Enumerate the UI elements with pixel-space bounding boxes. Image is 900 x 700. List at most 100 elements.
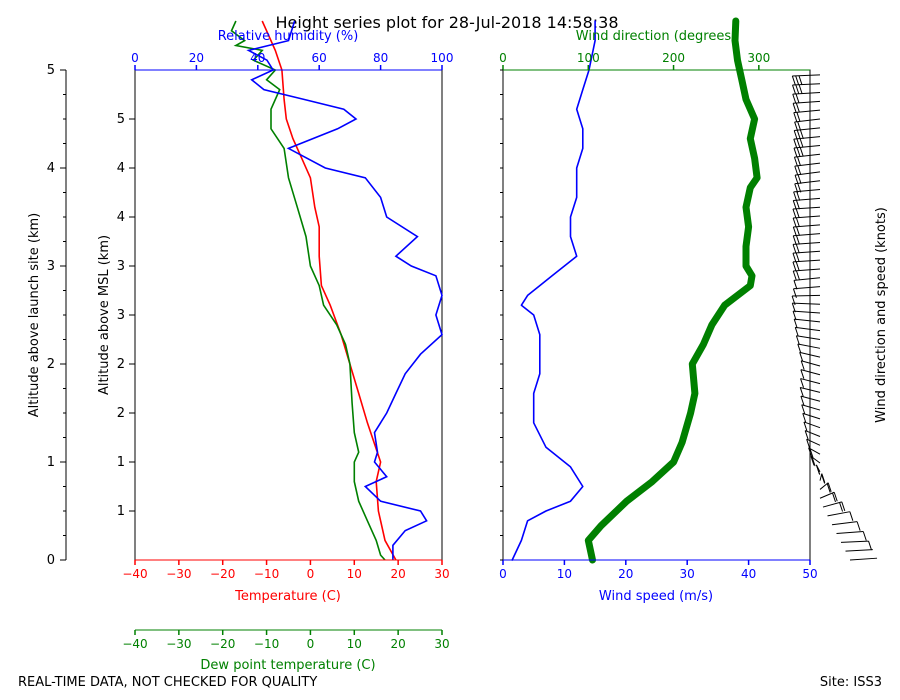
wind-barb-feather	[791, 295, 796, 306]
wind-barb	[793, 127, 821, 140]
wind-barb	[792, 250, 821, 263]
quality-note: REAL-TIME DATA, NOT CHECKED FOR QUALITY	[18, 675, 317, 690]
wind-barb-feather	[793, 318, 798, 329]
temperature-line	[261, 20, 397, 561]
wind-barb-feather	[792, 103, 797, 113]
wind-barb-shaft	[792, 74, 821, 77]
wind-barb-feather	[797, 174, 802, 184]
wind-barb-shaft	[800, 386, 821, 393]
dewpoint-tick-label: 30	[434, 637, 449, 651]
wind-barb-shaft	[793, 268, 821, 272]
wind-barb	[794, 180, 821, 193]
wind-barb-feather	[816, 465, 821, 475]
chart-title: Height series plot for 28-Jul-2018 14:58…	[275, 13, 618, 32]
wind-barb	[792, 241, 821, 254]
wind-barb-shaft	[794, 118, 821, 123]
wind-barb	[792, 100, 821, 113]
wind-barb-feather	[804, 430, 809, 440]
wind-speed-line	[511, 20, 596, 561]
wind-barb	[799, 351, 821, 362]
wind-barb-feather	[794, 174, 799, 185]
wind-barb-shaft	[794, 162, 821, 167]
temperature-axis-label: Temperature (C)	[234, 589, 341, 604]
wind-barb-feather	[795, 200, 800, 210]
dewpoint-tick-label: 0	[307, 637, 315, 651]
wind-barb	[804, 430, 821, 440]
outer-altitude-tick-label: 0	[47, 553, 55, 568]
wind-barb-feather	[795, 75, 800, 85]
outer-altitude-tick-label: 2	[47, 357, 55, 372]
inner-altitude-tick-label: 3	[117, 259, 125, 274]
wind-barb	[793, 189, 821, 202]
inner-altitude-tick-label: 5	[117, 112, 125, 127]
wind-barb	[800, 378, 821, 388]
rh-axis-label: Relative humidity (%)	[218, 29, 359, 44]
wind-barb-feather	[792, 288, 797, 298]
wind-barb	[792, 310, 821, 321]
wind-barb-shaft	[801, 404, 821, 411]
wind-barb-feather	[792, 310, 797, 321]
wind-barb-shaft	[795, 326, 821, 332]
wind-barb	[794, 162, 821, 176]
wind-direction-axis-label: Wind direction (degrees)	[576, 29, 736, 44]
inner-altitude-tick-label: 2	[117, 406, 125, 421]
wind-barb-feather	[868, 540, 873, 551]
wind-barb	[808, 447, 821, 458]
wind-barb-shaft	[793, 109, 821, 114]
wind-barb-feather	[797, 183, 802, 193]
wind-barb	[791, 294, 821, 306]
temperature-tick-label: −40	[122, 567, 147, 581]
wind-barb-shaft	[795, 171, 821, 176]
wind-barb-feather	[797, 165, 802, 175]
wind-barb-shaft	[819, 491, 835, 499]
wind-barb	[802, 412, 821, 423]
outer-altitude-tick-label: 1	[47, 455, 55, 470]
wind-barb	[803, 421, 821, 432]
wind-barb-feather	[792, 93, 797, 104]
wind-barb-feather	[826, 483, 831, 493]
wind-barb	[819, 473, 826, 484]
wind-plot-frame	[502, 69, 811, 561]
wind-barb-shaft	[802, 412, 821, 420]
wind-barb-shaft	[794, 180, 821, 185]
wind-barb-shaft	[793, 233, 821, 237]
wind-barb	[800, 369, 821, 379]
wind-direction-tick-label: 300	[747, 51, 770, 65]
temperature-tick-label: 10	[347, 567, 362, 581]
wind-barb-shaft	[794, 127, 821, 132]
wind-barb-shaft	[793, 144, 821, 149]
wind-barb-feather	[797, 343, 802, 354]
wind-speed-tick-label: 20	[618, 567, 633, 581]
wind-barb	[792, 233, 821, 245]
wind-barb	[800, 360, 821, 370]
axes-group: −40 −30 −20 −10 0 10 20 30−40 −30 −20 −10 0 10 20 300 2…	[47, 51, 818, 651]
wind-barb	[836, 530, 867, 541]
relative-humidity-line	[246, 20, 443, 560]
wind-barb	[810, 455, 821, 467]
wind-barb	[831, 521, 861, 531]
wind-barb	[792, 286, 821, 298]
wind-barb	[819, 482, 832, 493]
wind-barb-shaft	[792, 241, 821, 245]
wind-barb	[845, 549, 873, 552]
wind-barb-feather	[808, 447, 813, 457]
wind-barb-shaft	[799, 351, 821, 358]
wind-barb-feather	[791, 303, 796, 313]
wind-barb-feather	[795, 261, 800, 271]
wind-barb	[793, 109, 821, 122]
wind-barb	[793, 277, 821, 290]
wind-direction-tick-label: 200	[662, 51, 685, 65]
rh-tick-label: 60	[312, 51, 327, 65]
wind-barb-shaft	[794, 153, 821, 158]
wind-barb-feather	[827, 482, 832, 492]
wind-barb-shaft	[793, 136, 821, 140]
outer-altitude-label: Altitude above launch site (km)	[27, 213, 42, 417]
wind-barb-feather	[795, 235, 800, 245]
wind-barb-feather	[795, 208, 800, 218]
wind-barb-shaft	[792, 92, 821, 95]
wind-barb-shaft	[793, 224, 821, 228]
wind-barb-feather	[795, 93, 800, 104]
wind-barb-shaft	[800, 378, 821, 385]
thermo-plot-frame	[134, 69, 443, 561]
wind-barb-shaft	[797, 343, 821, 349]
